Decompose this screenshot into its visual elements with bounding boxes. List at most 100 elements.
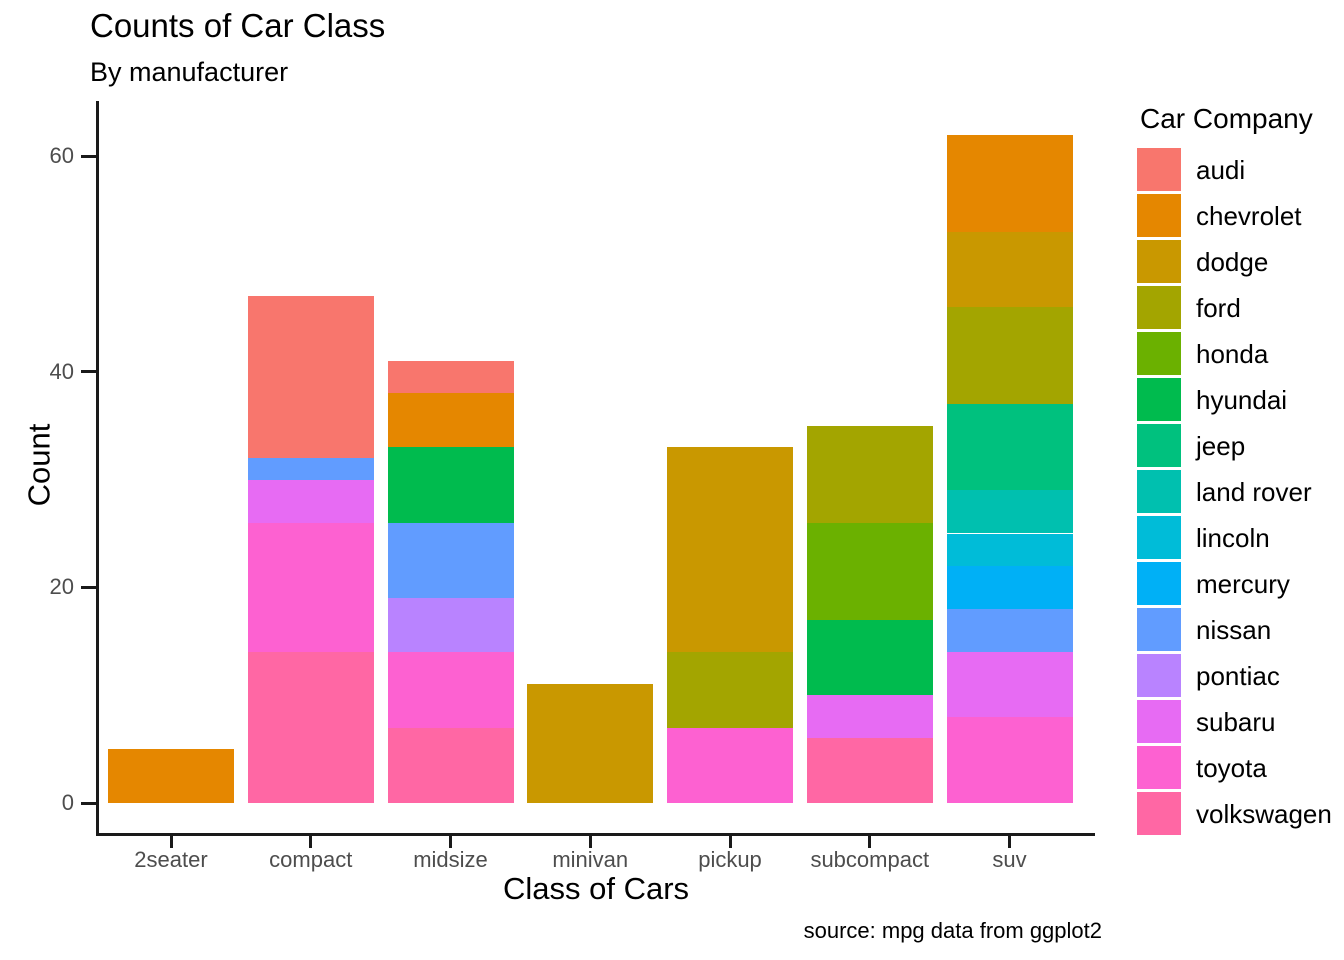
bar-segment-audi	[247, 296, 374, 459]
bar-segment-nissan	[387, 522, 514, 599]
legend-swatch-nissan	[1137, 608, 1181, 651]
chart-title: Counts of Car Class	[90, 7, 386, 44]
x-axis-tick	[309, 836, 313, 848]
bar-segment-audi	[387, 361, 514, 394]
bar-segment-volkswagen	[387, 727, 514, 803]
legend-label: nissan	[1196, 614, 1272, 645]
legend-label: land rover	[1196, 476, 1312, 507]
x-axis-line	[96, 833, 1095, 836]
legend-title: Car Company	[1140, 103, 1313, 134]
x-axis-tick	[728, 836, 732, 848]
bar-segment-dodge	[527, 684, 654, 803]
bar-segment-subaru	[946, 652, 1073, 717]
legend-item-nissan: nissan	[1137, 608, 1344, 651]
legend-swatch-dodge	[1137, 240, 1181, 283]
legend-label: volkswagen	[1196, 798, 1332, 829]
bar-segment-land-rover	[946, 490, 1073, 534]
legend-item-jeep: jeep	[1137, 424, 1344, 467]
x-axis-tick	[1008, 836, 1011, 848]
x-axis-tick	[449, 836, 452, 848]
legend-swatch-chevrolet	[1137, 194, 1181, 237]
legend-item-volkswagen: volkswagen	[1137, 792, 1344, 835]
x-axis-category-label: 2seater	[134, 847, 208, 872]
bar-segment-volkswagen	[806, 738, 933, 803]
y-axis-tick	[81, 154, 96, 158]
bar-segment-toyota	[247, 522, 374, 653]
y-axis-line	[96, 101, 99, 836]
y-axis-title: Count	[21, 423, 57, 507]
bar-segment-toyota	[387, 652, 514, 728]
legend-label: subaru	[1196, 706, 1276, 737]
bar-segment-ford	[806, 425, 933, 523]
x-axis-category-label: minivan	[552, 847, 629, 872]
bar-segment-toyota	[667, 727, 793, 803]
bar-segment-volkswagen	[247, 652, 374, 803]
legend-swatch-subaru	[1137, 700, 1181, 743]
bar-segment-chevrolet	[946, 134, 1073, 232]
legend-item-mercury: mercury	[1137, 562, 1344, 605]
legend-swatch-mercury	[1137, 562, 1181, 605]
legend-item-toyota: toyota	[1137, 746, 1344, 789]
legend-swatch-toyota	[1137, 746, 1181, 789]
bar-segment-mercury	[946, 565, 1073, 609]
bar-segment-nissan	[946, 608, 1073, 653]
legend-label: honda	[1196, 338, 1269, 369]
legend-item-subaru: subaru	[1137, 700, 1344, 743]
bar-segment-ford	[946, 307, 1073, 405]
legend-swatch-audi	[1137, 148, 1181, 191]
legend-item-chevrolet: chevrolet	[1137, 194, 1344, 237]
legend-item-honda: honda	[1137, 332, 1344, 375]
x-axis-category-label: pickup	[698, 847, 762, 872]
bar-segment-chevrolet	[387, 393, 514, 448]
bar-segment-subaru	[806, 695, 933, 739]
legend-item-hyundai: hyundai	[1137, 378, 1344, 421]
legend-label: ford	[1196, 292, 1241, 323]
bar-segment-lincoln	[946, 533, 1073, 566]
bar-segment-nissan	[247, 458, 374, 480]
legend-item-dodge: dodge	[1137, 240, 1344, 283]
x-axis-category-label: subcompact	[810, 847, 930, 872]
bar-segment-honda	[806, 522, 933, 620]
y-axis-tick-label: 0	[61, 790, 74, 815]
legend-item-ford: ford	[1137, 286, 1344, 329]
x-axis-tick	[588, 836, 592, 848]
bar-segment-pontiac	[387, 598, 514, 653]
legend-swatch-honda	[1137, 332, 1181, 375]
legend-item-audi: audi	[1137, 148, 1344, 191]
chart-subtitle: By manufacturer	[90, 57, 289, 87]
legend-label: hyundai	[1196, 384, 1288, 415]
x-axis-tick	[169, 836, 173, 848]
legend-label: chevrolet	[1196, 200, 1302, 231]
bar-segment-toyota	[946, 716, 1073, 803]
legend-label: dodge	[1196, 246, 1269, 277]
bar-segment-ford	[667, 652, 793, 728]
y-axis-tick-label: 60	[49, 143, 74, 169]
legend-label: audi	[1196, 154, 1246, 185]
legend-label: pontiac	[1196, 660, 1280, 691]
legend-item-land-rover: land rover	[1137, 470, 1344, 513]
bar-segment-hyundai	[387, 447, 514, 523]
legend-item-lincoln: lincoln	[1137, 516, 1344, 559]
y-axis-tick-label: 20	[49, 574, 74, 600]
legend-label: jeep	[1196, 430, 1246, 461]
x-axis-title: Class of Cars	[502, 871, 690, 906]
y-axis-tick	[81, 801, 96, 805]
chart-caption: source: mpg data from ggplot2	[803, 918, 1102, 943]
x-axis-category-label: suv	[992, 847, 1027, 872]
bar-segment-chevrolet	[108, 749, 234, 803]
legend-swatch-ford	[1137, 286, 1181, 329]
y-axis-tick-label: 40	[49, 358, 74, 384]
legend-label: toyota	[1196, 752, 1267, 783]
legend-swatch-volkswagen	[1137, 792, 1181, 835]
legend-swatch-pontiac	[1137, 654, 1181, 697]
bar-segment-subaru	[247, 479, 374, 523]
legend-label: lincoln	[1196, 522, 1270, 553]
bar-segment-dodge	[946, 231, 1073, 308]
y-axis-tick	[81, 585, 96, 589]
legend-swatch-hyundai	[1137, 378, 1181, 421]
legend-item-pontiac: pontiac	[1137, 654, 1344, 697]
bar-segment-hyundai	[806, 619, 933, 696]
bar-segment-dodge	[667, 447, 793, 653]
legend-swatch-lincoln	[1137, 516, 1181, 559]
